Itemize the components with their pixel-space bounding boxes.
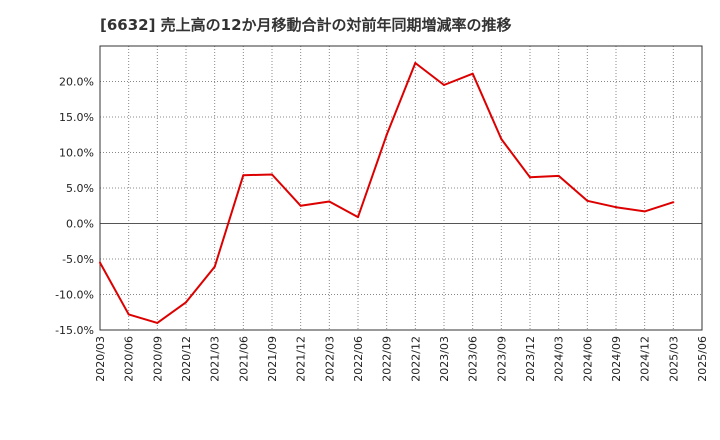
x-tick-label: 2022/09 xyxy=(381,336,394,382)
x-tick-label: 2022/12 xyxy=(409,336,422,382)
x-tick-label: 2020/03 xyxy=(94,336,107,382)
data-point xyxy=(242,174,245,177)
y-tick-label: -10.0% xyxy=(55,289,94,302)
x-tick-label: 2020/12 xyxy=(180,336,193,382)
y-tick-label: 15.0% xyxy=(59,111,94,124)
data-point xyxy=(185,301,187,304)
data-point xyxy=(500,138,503,141)
data-point xyxy=(213,265,216,268)
x-tick-label: 2024/03 xyxy=(553,336,566,382)
data-point xyxy=(557,174,560,177)
x-tick-label: 2024/09 xyxy=(610,336,623,382)
x-tick-label: 2023/03 xyxy=(438,336,451,382)
x-tick-label: 2021/09 xyxy=(266,336,279,382)
x-tick-label: 2023/06 xyxy=(467,336,480,382)
x-tick-label: 2021/06 xyxy=(237,336,250,382)
data-point xyxy=(672,201,675,204)
y-tick-label: 0.0% xyxy=(66,218,94,231)
data-point xyxy=(443,84,445,87)
data-point xyxy=(615,206,617,209)
x-tick-label: 2025/03 xyxy=(667,336,680,382)
data-point xyxy=(127,313,130,316)
data-point xyxy=(414,62,417,65)
y-tick-label: -5.0% xyxy=(62,253,94,266)
x-tick-label: 2020/09 xyxy=(151,336,164,382)
y-tick-label: 5.0% xyxy=(66,182,94,195)
data-point xyxy=(643,210,646,213)
chart-title: [6632] 売上高の12か月移動合計の対前年同期増減率の推移 xyxy=(100,16,512,34)
data-point xyxy=(586,199,589,202)
data-point xyxy=(271,173,273,176)
x-tick-label: 2024/12 xyxy=(639,336,652,382)
x-tick-label: 2023/09 xyxy=(495,336,508,382)
x-tick-label: 2022/03 xyxy=(323,336,336,382)
y-tick-label: -15.0% xyxy=(55,324,94,337)
x-tick-label: 2025/06 xyxy=(696,336,709,382)
x-tick-label: 2020/06 xyxy=(123,336,136,382)
y-tick-label: 10.0% xyxy=(59,147,94,160)
plot-area-border xyxy=(99,45,703,331)
y-tick-label: 20.0% xyxy=(59,76,94,89)
data-point xyxy=(99,261,101,264)
data-point xyxy=(471,72,474,75)
data-point xyxy=(299,204,302,207)
data-point xyxy=(328,200,331,203)
x-tick-label: 2023/12 xyxy=(524,336,537,382)
data-point xyxy=(156,321,159,324)
x-tick-label: 2024/06 xyxy=(581,336,594,382)
x-tick-label: 2022/06 xyxy=(352,336,365,382)
x-tick-label: 2021/03 xyxy=(209,336,222,382)
data-point xyxy=(357,216,359,219)
data-point xyxy=(385,133,388,136)
data-point xyxy=(529,176,531,179)
x-tick-label: 2021/12 xyxy=(295,336,308,382)
